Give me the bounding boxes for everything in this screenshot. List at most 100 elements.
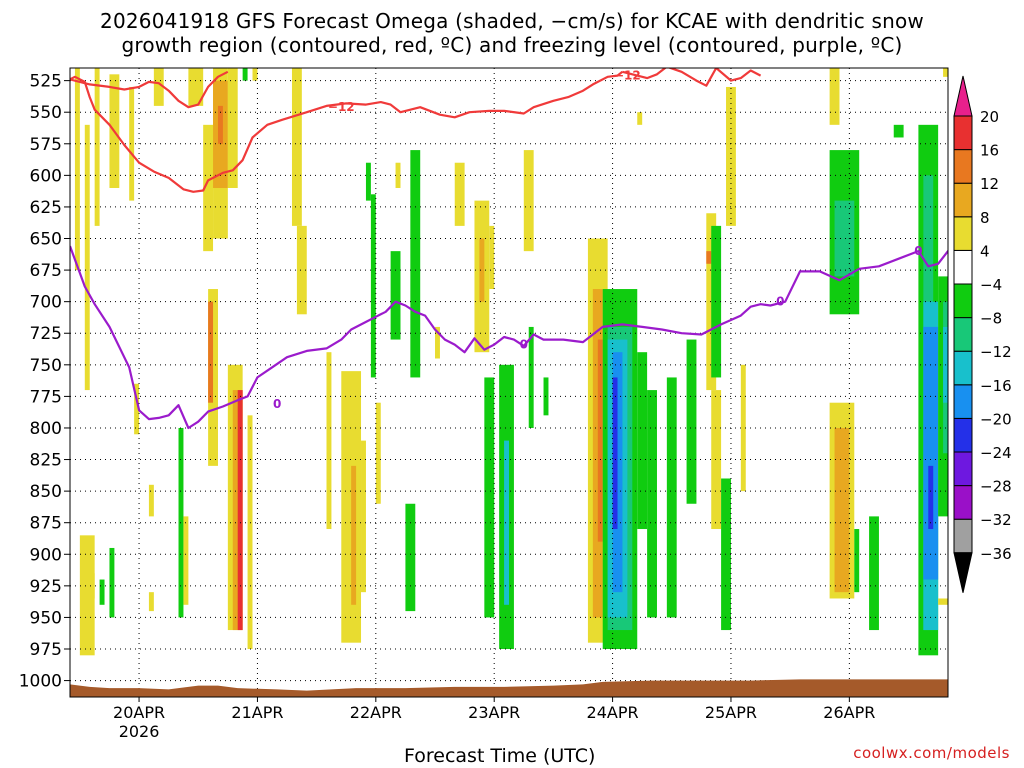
omega-region-49 xyxy=(504,440,509,605)
omega-region-77 xyxy=(834,427,850,593)
y-tick-label-675: 675 xyxy=(30,261,62,281)
omega-region-50 xyxy=(523,150,534,252)
colorbar-label-3: 8 xyxy=(980,209,990,227)
omega-region-80 xyxy=(893,124,904,138)
x-tick-label-6: 26APR xyxy=(823,703,875,722)
omega-region-64 xyxy=(666,377,677,618)
y-tick-label-650: 650 xyxy=(30,230,62,250)
y-tick-label-1000: 1000 xyxy=(19,672,62,692)
colorbar-segment-10 xyxy=(953,182,973,218)
omega-region-33 xyxy=(351,465,357,605)
colorbar-label-7: −12 xyxy=(980,343,1012,361)
omega-region-34 xyxy=(361,440,366,593)
omega-region-67 xyxy=(706,251,712,264)
omega-region-26 xyxy=(247,415,253,650)
omega-region-84 xyxy=(923,326,939,580)
colorbar-segment-2 xyxy=(953,451,973,487)
colorbar-segment-4 xyxy=(953,384,973,419)
omega-region-65 xyxy=(686,339,697,504)
chart-title: 2026041918 GFS Forecast Omega (shaded, −… xyxy=(100,9,924,33)
omega-region-68 xyxy=(711,225,722,378)
y-tick-label-925: 925 xyxy=(30,577,62,597)
colorbar-segment-0 xyxy=(953,518,973,554)
omega-region-47 xyxy=(484,377,495,618)
x-tick-label-0: 20APR xyxy=(113,703,165,722)
colorbar-label-2: 12 xyxy=(980,175,999,193)
x-tick-label-1: 21APR xyxy=(231,703,283,722)
omega-region-79 xyxy=(869,516,879,631)
omega-region-25 xyxy=(237,390,243,631)
contour-label-5: 0 xyxy=(914,244,922,258)
y-tick-label-825: 825 xyxy=(30,451,62,471)
omega-region-35 xyxy=(365,162,371,201)
omega-region-78 xyxy=(854,529,860,593)
omega-region-30 xyxy=(296,225,307,315)
omega-region-21 xyxy=(217,105,223,144)
omega-region-31 xyxy=(326,352,332,530)
omega-region-11 xyxy=(148,592,154,612)
omega-region-9 xyxy=(109,547,115,618)
omega-region-90 xyxy=(943,68,948,77)
colorbar-label-12: −32 xyxy=(980,511,1012,529)
plot-frame xyxy=(69,67,949,698)
contour-lines xyxy=(70,68,948,430)
colorbar-segment-3 xyxy=(953,417,973,453)
omega-region-22 xyxy=(227,68,238,188)
y-tick-label-700: 700 xyxy=(30,293,62,313)
contour-line-1 xyxy=(70,70,229,109)
colorbar-segment-12 xyxy=(953,115,973,151)
y-tick-label-800: 800 xyxy=(30,419,62,439)
omega-region-36 xyxy=(370,194,376,378)
colorbar-segment-5 xyxy=(953,350,973,386)
colorbar-label-1: 16 xyxy=(980,142,999,160)
omega-region-46 xyxy=(489,225,495,290)
omega-region-37 xyxy=(375,402,381,504)
source-credit: coolwx.com/models xyxy=(853,744,1010,762)
omega-region-6 xyxy=(79,535,95,656)
contour-label-1: −12 xyxy=(614,69,641,83)
colorbar-label-4: 4 xyxy=(980,242,990,260)
omega-region-72 xyxy=(740,364,746,492)
contour-line-3 xyxy=(70,245,948,430)
omega-region-5 xyxy=(134,383,140,435)
y-tick-label-975: 975 xyxy=(30,640,62,660)
colorbar-segment-7 xyxy=(953,283,973,319)
colorbar-label-10: −24 xyxy=(980,444,1012,462)
omega-region-45 xyxy=(479,238,485,302)
colorbar-over-triangle xyxy=(953,75,973,117)
omega-region-61 xyxy=(637,352,648,530)
contour-label-2: 0 xyxy=(273,397,281,411)
colorbar-segment-9 xyxy=(953,216,973,251)
x-tick-label-4: 24APR xyxy=(587,703,639,722)
omega-region-1 xyxy=(84,124,90,391)
omega-region-75 xyxy=(834,200,855,277)
omega-region-60 xyxy=(612,377,618,530)
omega-region-27 xyxy=(242,68,248,81)
omega-region-70 xyxy=(721,478,731,631)
omega-region-38 xyxy=(390,251,401,340)
omega-region-69 xyxy=(711,390,722,530)
omega-region-89 xyxy=(938,598,948,605)
colorbar-segment-8 xyxy=(953,249,973,285)
omega-region-0 xyxy=(74,68,80,271)
y-tick-label-875: 875 xyxy=(30,514,62,534)
x-tick-label-2: 22APR xyxy=(350,703,402,722)
y-tick-label-850: 850 xyxy=(30,482,62,502)
colorbar-label-0: 20 xyxy=(980,108,999,126)
y-tick-label-750: 750 xyxy=(30,356,62,376)
y-tick-label-900: 900 xyxy=(30,545,62,565)
y-tick-label-600: 600 xyxy=(30,166,62,186)
omega-region-42 xyxy=(435,326,440,359)
omega-region-85 xyxy=(928,465,934,530)
contour-line-0 xyxy=(70,70,624,193)
omega-region-12 xyxy=(153,68,164,106)
omega-region-51 xyxy=(528,326,534,428)
x-tick-sublabel-0: 2026 xyxy=(119,722,160,741)
contour-label-4: 0 xyxy=(776,295,784,309)
omega-region-62 xyxy=(647,390,657,618)
colorbar-label-9: −20 xyxy=(980,410,1012,428)
y-tick-label-950: 950 xyxy=(30,608,62,628)
y-tick-label-625: 625 xyxy=(30,198,62,218)
